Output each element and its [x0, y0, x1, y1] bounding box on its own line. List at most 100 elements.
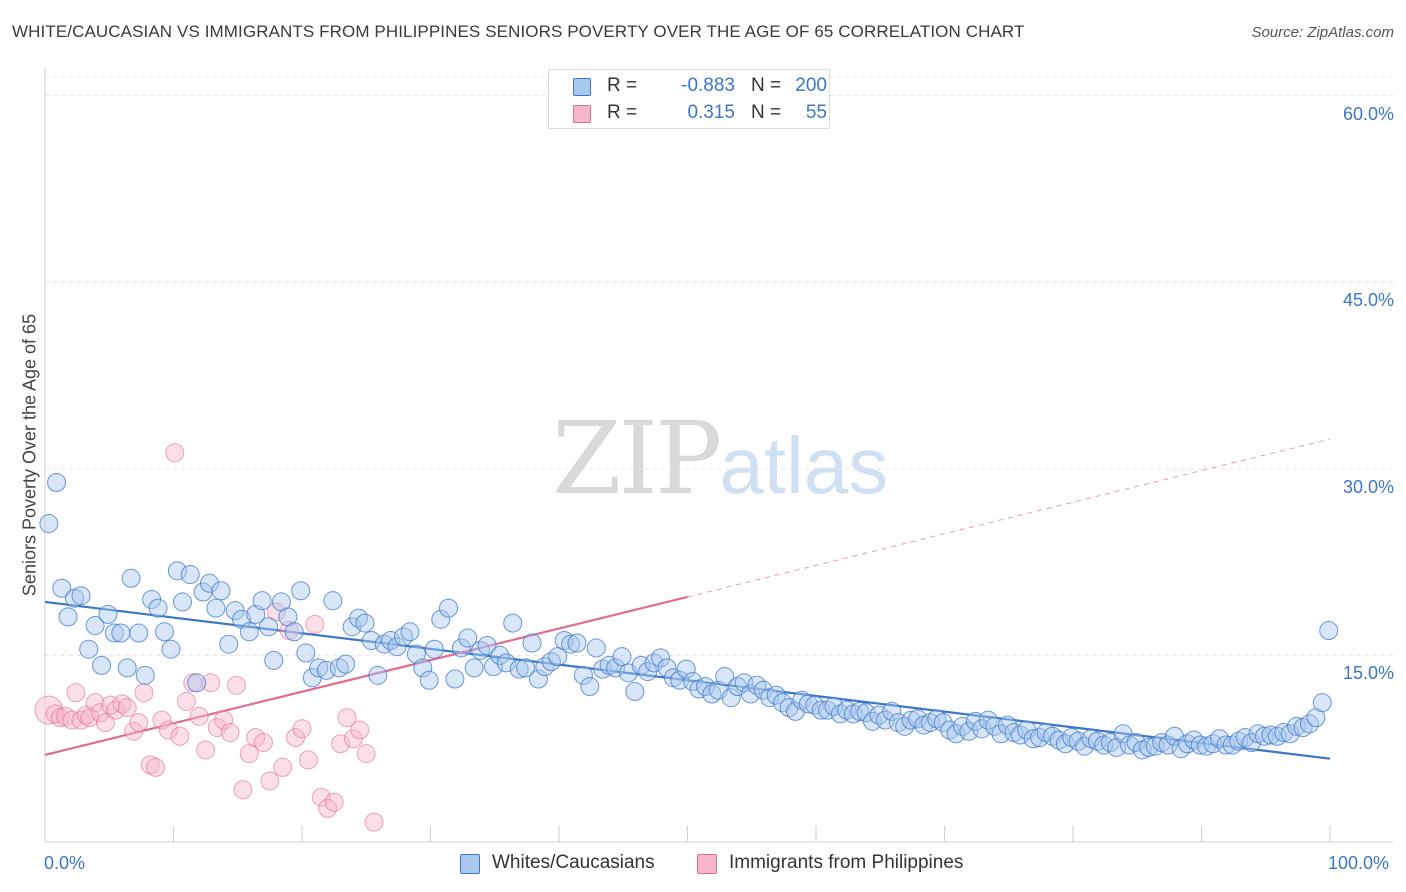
legend-n-label: N =	[751, 75, 782, 96]
bottom-legend-swatch-blue	[460, 854, 480, 874]
point-whites	[309, 658, 329, 678]
point-whites	[252, 591, 272, 611]
point-whites	[766, 685, 786, 705]
point-philippines	[124, 721, 144, 741]
point-whites	[148, 598, 168, 618]
axes	[44, 68, 1393, 843]
point-whites	[477, 635, 497, 655]
point-whites	[438, 598, 458, 618]
trend-line-philippines-dashed	[687, 438, 1331, 598]
point-whites	[811, 700, 831, 720]
point-philippines	[305, 614, 325, 634]
point-philippines	[364, 812, 384, 832]
point-whites	[111, 623, 131, 643]
point-philippines	[266, 602, 286, 622]
point-whites	[424, 639, 444, 659]
bottom-legend-swatch-pink	[697, 854, 717, 874]
point-whites	[561, 634, 581, 654]
point-whites	[464, 658, 484, 678]
chart-title: WHITE/CAUCASIAN VS IMMIGRANTS FROM PHILI…	[12, 22, 1025, 41]
legend-swatch-blue	[573, 78, 591, 96]
point-whites	[997, 715, 1017, 735]
legend-r-value: 0.315	[687, 102, 735, 123]
point-whites	[651, 648, 671, 668]
legend-r-label: R =	[607, 75, 638, 96]
point-whites	[818, 700, 838, 720]
point-whites	[394, 627, 414, 647]
trend-line-philippines	[44, 438, 1331, 756]
watermark: ZIPatlas	[552, 400, 888, 517]
point-whites	[580, 677, 600, 697]
point-philippines	[134, 683, 154, 703]
point-whites	[509, 659, 529, 679]
point-whites	[85, 616, 105, 636]
point-whites	[528, 669, 548, 689]
point-whites	[400, 622, 420, 642]
point-whites	[121, 568, 141, 588]
point-whites	[721, 688, 741, 708]
point-whites	[606, 658, 626, 678]
point-whites	[361, 630, 381, 650]
point-whites	[180, 565, 200, 585]
point-whites	[952, 716, 972, 736]
point-whites	[471, 640, 491, 660]
point-whites	[206, 598, 226, 618]
point-whites	[1139, 737, 1159, 757]
point-whites	[503, 613, 523, 633]
point-whites	[483, 657, 503, 677]
point-whites	[451, 638, 471, 658]
trend-line-whites-solid	[44, 600, 1331, 760]
point-whites	[927, 709, 947, 729]
point-philippines	[253, 732, 273, 752]
point-whites	[284, 622, 304, 642]
point-whites	[805, 695, 825, 715]
point-whites	[431, 609, 451, 629]
point-whites	[792, 690, 812, 710]
point-philippines	[260, 771, 280, 791]
point-philippines	[356, 744, 376, 764]
point-philippines	[298, 750, 318, 770]
point-whites	[419, 670, 439, 690]
points-philippines	[34, 443, 384, 832]
point-whites	[71, 586, 91, 606]
point-whites	[573, 665, 593, 685]
point-whites	[336, 654, 356, 674]
trend-line-whites	[44, 600, 1331, 760]
source-label: Source: ZipAtlas.com	[1251, 24, 1394, 41]
point-whites	[323, 591, 343, 611]
point-whites	[47, 473, 67, 493]
point-philippines	[273, 757, 293, 777]
point-whites	[291, 581, 311, 601]
point-philippines	[158, 720, 178, 740]
point-philippines	[176, 691, 196, 711]
point-whites	[129, 623, 149, 643]
point-whites	[1216, 735, 1236, 755]
point-whites	[683, 672, 703, 692]
point-philippines	[350, 720, 370, 740]
point-philippines	[292, 719, 312, 739]
point-philippines	[95, 713, 115, 733]
point-whites	[58, 607, 78, 627]
y-tick-label-15: 15.0%	[1342, 663, 1394, 684]
point-whites	[644, 653, 664, 673]
legend-r-label: R =	[607, 102, 638, 123]
point-philippines	[34, 695, 64, 725]
point-whites	[625, 681, 645, 701]
point-whites	[1075, 736, 1095, 756]
point-whites	[387, 637, 407, 657]
point-whites	[901, 710, 921, 730]
point-whites	[155, 622, 175, 642]
point-whites	[117, 658, 137, 678]
point-whites	[940, 720, 960, 740]
point-whites	[753, 680, 773, 700]
point-philippines	[129, 713, 149, 733]
point-whites	[702, 684, 722, 704]
point-philippines	[85, 693, 105, 713]
point-philippines	[117, 698, 137, 718]
point-whites	[39, 514, 59, 534]
legend-swatch-pink	[573, 105, 591, 123]
point-whites	[516, 658, 536, 678]
point-philippines	[337, 708, 357, 728]
points-whites	[39, 473, 1339, 760]
